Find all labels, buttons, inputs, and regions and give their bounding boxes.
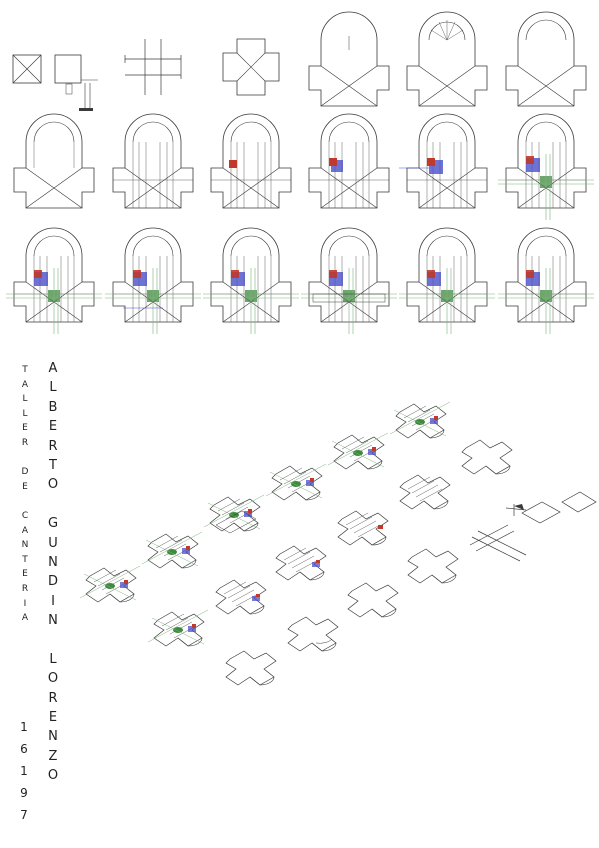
studio-label-letter: D: [21, 467, 29, 478]
plan-step-1b-projection: [54, 54, 98, 111]
studio-label-letter: E: [22, 423, 28, 434]
studio-label-letter: A: [21, 613, 29, 624]
plan-row-2: [13, 113, 594, 220]
studio-label-letter: N: [21, 540, 29, 551]
plan-step-4-arch: [308, 11, 390, 107]
plan-step-14: [105, 228, 201, 334]
iso-cross-lines: [469, 524, 527, 562]
studio-label-letter: E: [22, 481, 28, 492]
plan-step-3-cross: [222, 38, 280, 110]
plan-step-18: [498, 228, 594, 334]
year-digit: 1: [20, 720, 28, 734]
plan-step-9: [211, 114, 291, 208]
plan-row-1: [12, 11, 587, 111]
studio-label-letter: R: [21, 583, 29, 594]
iso-piece-2: [328, 433, 388, 469]
author-name-letter: O: [47, 477, 59, 493]
iso-piece-13: [407, 548, 459, 584]
author-name-letter: N: [48, 613, 58, 629]
year-digit: 1: [20, 764, 28, 778]
iso-piece-14: [347, 582, 399, 618]
author-name-letter: T: [49, 457, 57, 473]
iso-piece-1: [390, 402, 450, 438]
author-name-letter: U: [48, 535, 58, 551]
iso-piece-4: [204, 495, 264, 531]
iso-piece-15: [287, 616, 339, 652]
author-name-letter: L: [49, 651, 57, 667]
plan-step-15: [203, 228, 299, 334]
plan-step-13: [6, 228, 102, 334]
studio-label-letter: I: [23, 598, 27, 609]
iso-piece-5: [142, 532, 202, 568]
author-name-letter: O: [47, 768, 59, 784]
iso-piece-9: [338, 511, 388, 545]
author-name-letter: Z: [48, 748, 58, 764]
author-name-letter: N: [48, 729, 58, 745]
author-name-letter: O: [47, 671, 59, 687]
plan-step-11: [399, 114, 487, 208]
plan-step-12: [498, 114, 594, 220]
studio-label-letter: A: [21, 379, 29, 390]
plan-step-1-square: [12, 54, 42, 84]
author-name-letter: B: [48, 399, 58, 415]
author-name-letter: A: [48, 361, 58, 376]
author-name-letter: I: [51, 593, 55, 609]
author-name-letter: R: [48, 690, 58, 706]
iso-square-projection: [505, 501, 561, 524]
plan-step-16: [301, 228, 397, 334]
studio-label-letter: E: [22, 569, 28, 580]
year-digit: 6: [20, 742, 28, 756]
plan-step-17: [399, 228, 495, 334]
plan-step-10: [309, 114, 389, 208]
author-name-letter: G: [47, 516, 59, 532]
iso-piece-3: [266, 464, 326, 500]
year-digit: 7: [20, 808, 28, 822]
studio-label-letter: R: [21, 437, 29, 448]
plan-step-2-cross-lines: [124, 39, 182, 95]
iso-piece-11: [216, 580, 266, 614]
plan-step-7: [13, 113, 95, 209]
year-digit: 9: [20, 786, 28, 800]
author-name-letter: R: [48, 438, 58, 454]
plan-row-3: [6, 228, 594, 334]
iso-piece-6: [80, 566, 140, 602]
iso-piece-12: [148, 610, 208, 646]
iso-piece-8: [400, 475, 450, 509]
iso-piece-7: [461, 439, 513, 475]
author-name-letter: E: [48, 419, 58, 435]
plan-step-6-arch-inner: [505, 11, 587, 107]
iso-piece-10: [276, 546, 326, 580]
studio-label-letter: T: [22, 554, 28, 565]
studio-label-letter: L: [22, 408, 28, 419]
studio-label-letter: A: [21, 525, 29, 536]
author-name-letter: D: [47, 574, 58, 590]
plan-step-8: [113, 114, 193, 208]
iso-square: [561, 491, 597, 513]
iso-piece-16: [225, 650, 277, 686]
isometric-sequence: [80, 402, 597, 686]
iso-bare-cross: [215, 510, 257, 534]
author-name-letter: E: [48, 710, 58, 726]
author-name-letter: L: [49, 380, 57, 396]
studio-label-letter: C: [21, 510, 29, 521]
studio-label-letter: T: [22, 365, 28, 375]
plan-step-5-arch-fan: [406, 11, 488, 107]
studio-label-letter: L: [22, 394, 28, 405]
year-vertical: 1 6 1 9 7: [17, 721, 31, 831]
author-name-letter: N: [48, 554, 58, 570]
